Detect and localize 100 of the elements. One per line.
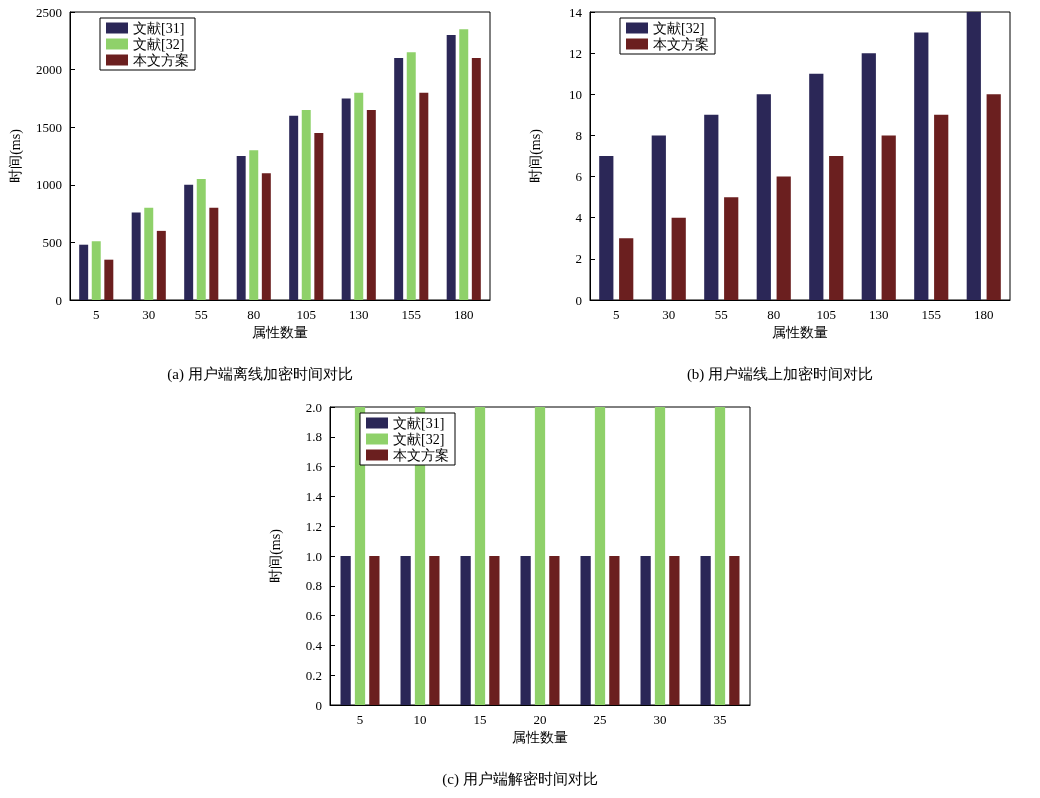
- y-tick-label: 500: [42, 234, 62, 250]
- bar: [184, 184, 194, 300]
- x-tick-label: 15: [473, 712, 487, 727]
- bar: [406, 52, 416, 300]
- bar: [261, 173, 271, 300]
- x-tick-label: 80: [247, 307, 261, 322]
- bar: [196, 179, 206, 300]
- legend-label: 文献[32]: [653, 20, 705, 36]
- y-tick-label: 1000: [36, 177, 62, 193]
- bar: [341, 98, 351, 300]
- bar: [314, 132, 324, 300]
- x-tick-label: 80: [767, 307, 781, 322]
- bar: [671, 217, 686, 300]
- bar: [209, 207, 219, 300]
- y-tick-label: 0.4: [305, 637, 323, 653]
- text: (a) 用户端离线加密时间对比: [167, 365, 353, 383]
- bar: [776, 176, 791, 300]
- legend-label: 文献[32]: [133, 36, 185, 52]
- bar: [704, 114, 719, 300]
- x-tick-label: 55: [194, 307, 208, 322]
- y-tick-label: 2: [575, 251, 582, 267]
- bar: [459, 29, 469, 300]
- x-tick-label: 130: [349, 307, 369, 322]
- y-axis-title: 时间(ms): [7, 128, 24, 183]
- bar: [446, 35, 456, 300]
- legend-label: 本文方案: [133, 51, 189, 68]
- x-tick-label: 55: [714, 307, 728, 322]
- bar: [236, 156, 246, 300]
- x-tick-label: 30: [142, 307, 156, 322]
- y-tick-label: 4: [575, 210, 583, 226]
- legend-label: 文献[31]: [393, 415, 445, 431]
- bar: [366, 109, 376, 300]
- bar: [829, 156, 844, 300]
- x-tick-label: 25: [593, 712, 607, 727]
- bar: [756, 94, 771, 300]
- x-axis-title: 属性数量: [512, 730, 568, 746]
- y-tick-label: 0: [315, 697, 322, 713]
- y-tick-label: 12: [569, 45, 582, 61]
- x-tick-label: 30: [653, 712, 667, 727]
- bar: [619, 238, 634, 300]
- legend-label: 文献[32]: [393, 431, 445, 447]
- bar: [144, 207, 154, 300]
- x-tick-label: 10: [413, 712, 427, 727]
- x-tick-label: 5: [93, 307, 100, 322]
- y-tick-label: 0.8: [305, 578, 322, 594]
- y-tick-label: 2000: [36, 62, 62, 78]
- bar: [79, 244, 89, 300]
- y-tick-label: 0: [55, 292, 62, 308]
- bar: [914, 32, 929, 300]
- y-tick-label: 0.6: [305, 608, 323, 624]
- bar: [471, 58, 481, 300]
- bar: [301, 109, 311, 300]
- x-tick-label: 130: [869, 307, 889, 322]
- legend-label: 文献[31]: [133, 20, 185, 36]
- x-tick-label: 5: [356, 712, 364, 727]
- legend-label: 本文方案: [393, 446, 449, 463]
- y-tick-label: 1.0: [305, 548, 322, 564]
- x-tick-label: 20: [533, 712, 547, 727]
- bar: [966, 12, 981, 300]
- y-tick-label: 1.8: [305, 429, 322, 445]
- bar: [881, 135, 896, 300]
- y-tick-label: 1.4: [305, 488, 323, 504]
- x-tick-label: 180: [974, 307, 994, 322]
- y-tick-label: 0: [575, 292, 582, 308]
- x-tick-label: 155: [401, 307, 421, 322]
- bar: [394, 58, 404, 300]
- bar: [131, 212, 141, 300]
- x-tick-label: 35: [713, 712, 727, 727]
- y-tick-label: 1.2: [305, 518, 322, 534]
- x-tick-label: 105: [296, 307, 316, 322]
- bar: [809, 73, 824, 300]
- bar: [986, 94, 1001, 300]
- y-tick-label: 10: [569, 86, 582, 102]
- bar: [934, 114, 949, 300]
- x-tick-label: 5: [613, 307, 620, 322]
- y-axis-title: 时间(ms): [527, 128, 544, 183]
- bar: [91, 241, 101, 300]
- y-tick-label: 0.2: [305, 667, 322, 683]
- x-tick-label: 105: [816, 307, 836, 322]
- bar: [724, 197, 739, 300]
- y-tick-label: 6: [575, 169, 583, 185]
- bar: [419, 92, 429, 300]
- y-tick-label: 1.6: [305, 459, 323, 475]
- bar: [156, 230, 166, 300]
- bar: [354, 92, 364, 300]
- legend-label: 本文方案: [653, 35, 709, 52]
- text: (c) 用户端解密时间对比: [442, 770, 598, 788]
- bar: [599, 156, 614, 300]
- x-axis-title: 属性数量: [252, 325, 308, 341]
- y-tick-label: 14: [569, 4, 583, 20]
- x-tick-label: 180: [454, 307, 474, 322]
- y-tick-label: 2.0: [305, 399, 322, 415]
- bar: [249, 150, 259, 300]
- bar: [289, 115, 299, 300]
- bar: [651, 135, 666, 300]
- bar: [104, 259, 114, 300]
- y-tick-label: 2500: [36, 4, 62, 20]
- bar: [861, 53, 876, 300]
- y-tick-label: 1500: [36, 119, 62, 135]
- x-axis-title: 属性数量: [772, 325, 828, 341]
